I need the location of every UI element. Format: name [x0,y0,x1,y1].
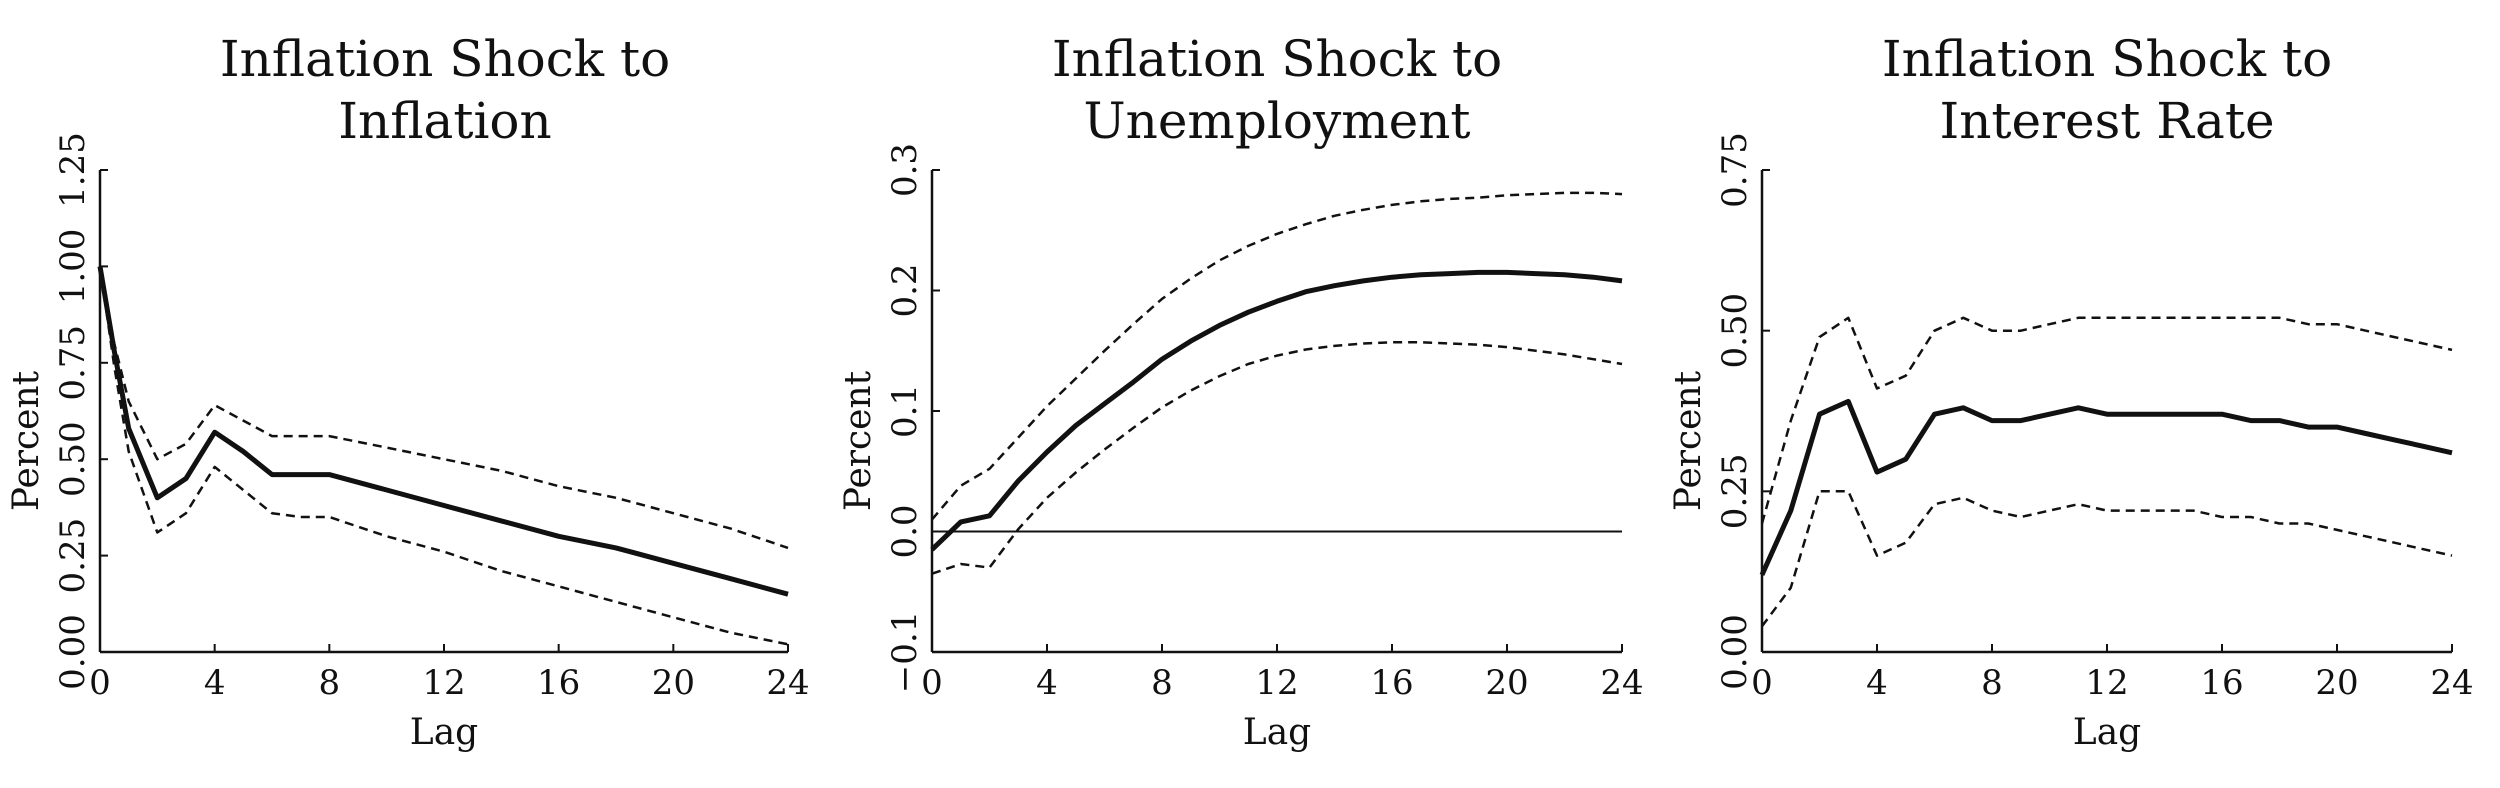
impulse-response-line [1759,398,2453,576]
x-tick-label: 8 [1981,663,2003,703]
y-tick-label: 0.0 [885,504,925,558]
x-tick-label: 8 [319,663,341,703]
confidence-band-lower-line [98,266,789,646]
y-tick-label: 0.3 [885,143,925,197]
x-tick-label: 12 [1255,663,1298,703]
y-tick-label: 0.50 [53,421,93,497]
y-tick-label: 0.50 [1715,293,1755,369]
x-axis-label: Lag [2073,712,2141,753]
x-tick-label: 24 [1600,663,1643,703]
chart-title-line-1: Inflation Shock to [220,30,670,88]
impulse-response-line [930,269,1623,552]
x-tick-label: 8 [1151,663,1173,703]
y-tick-label: −0.1 [885,611,925,694]
y-tick-label: 1.25 [53,132,93,208]
y-tick-label: 0.75 [53,325,93,401]
x-tick-label: 16 [537,663,580,703]
x-tick-label: 20 [1485,663,1528,703]
chart-title-line-1: Inflation Shock to [1882,30,2332,88]
chart-title-line-2: Unemployment [1084,92,1471,150]
y-tick-label: 0.25 [53,518,93,594]
y-tick-label: 0.75 [1715,132,1755,208]
chart-title-line-2: Interest Rate [1939,92,2274,150]
x-tick-label: 12 [2085,663,2128,703]
x-tick-label: 4 [1036,663,1058,703]
confidence-band-upper-line [1760,316,2453,524]
confidence-band-upper-line [931,191,1623,521]
chart-title-line-1: Inflation Shock to [1052,30,1502,88]
y-tick-label: 0.1 [885,384,925,438]
x-tick-label: 0 [89,663,111,703]
confidence-band-lower-line [1760,490,2453,628]
x-tick-label: 12 [422,663,465,703]
y-tick-label: 1.00 [53,229,93,305]
x-tick-label: 4 [1866,663,1888,703]
confidence-band-upper-line [98,266,789,550]
y-axis-label: Percent [1668,370,1709,511]
x-tick-label: 20 [652,663,695,703]
confidence-band-lower-line [931,341,1623,575]
y-tick-label: 0.25 [1715,453,1755,529]
x-axis-label: Lag [1243,712,1311,753]
y-tick-label: 0.00 [1715,614,1755,690]
y-axis-label: Percent [838,370,879,511]
y-tick-label: 0.2 [885,263,925,317]
y-axis-label: Percent [6,370,47,511]
x-tick-label: 16 [2200,663,2243,703]
x-tick-label: 24 [766,663,809,703]
x-tick-label: 4 [204,663,226,703]
x-axis-label: Lag [410,712,478,753]
x-tick-label: 0 [1751,663,1773,703]
chart-title-line-2: Inflation [338,92,552,150]
y-tick-label: 0.00 [53,614,93,690]
x-tick-label: 20 [2315,663,2358,703]
x-tick-label: 16 [1370,663,1413,703]
impulse-response-line [97,265,789,597]
x-tick-label: 24 [2430,663,2473,703]
x-tick-label: 0 [921,663,943,703]
